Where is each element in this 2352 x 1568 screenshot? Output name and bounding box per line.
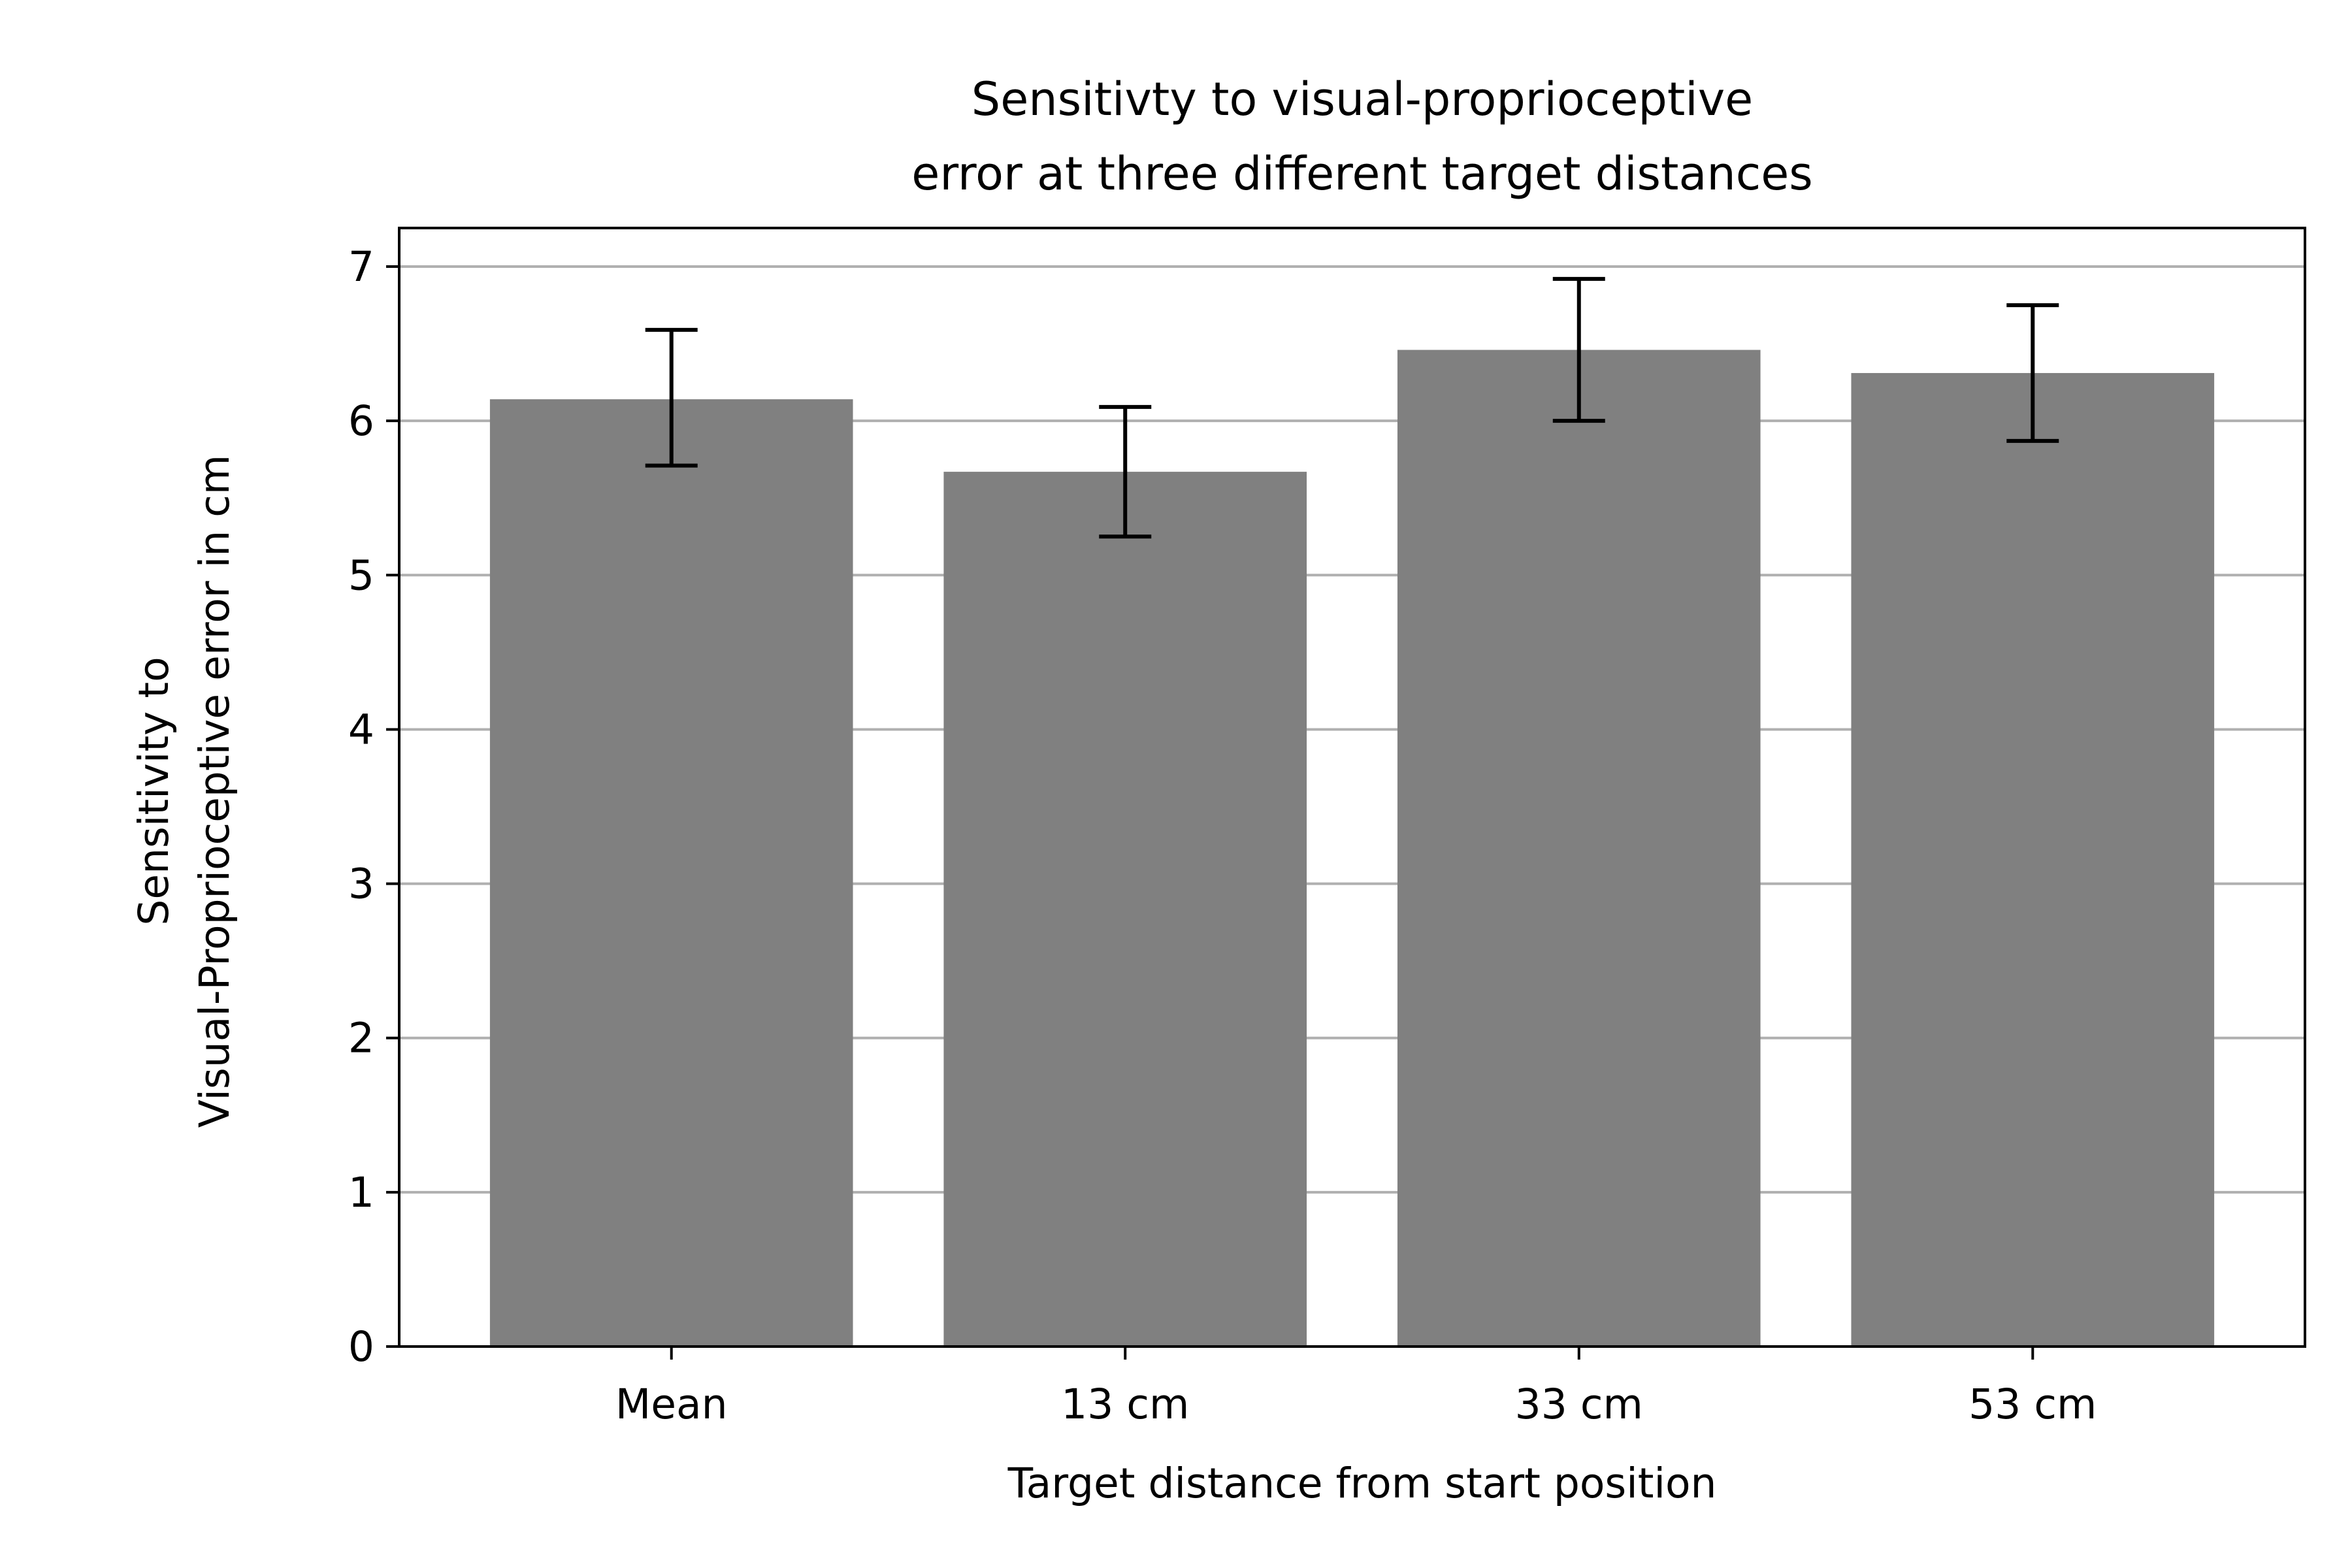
- x-axis-label: Target distance from start position: [1007, 1460, 1717, 1507]
- y-tick-label-3: 3: [348, 860, 374, 908]
- y-tick-label-7: 7: [348, 243, 374, 291]
- chart-title-line-2: error at three different target distance…: [911, 147, 1812, 201]
- x-tick-label-mean: Mean: [615, 1380, 728, 1428]
- x-tick-label-33-cm: 33 cm: [1515, 1380, 1643, 1428]
- error-bar-53-cm: [2006, 303, 2059, 443]
- y-tick-label-5: 5: [348, 551, 374, 599]
- bar-33-cm: [1397, 350, 1761, 1347]
- y-axis-label-line-1: Sensitivity to: [130, 657, 178, 925]
- bar-13-cm: [943, 472, 1307, 1347]
- error-bar-33-cm: [1552, 276, 1605, 423]
- y-axis-label-line-2: Visual-Proprioceptive error in cm: [191, 455, 238, 1128]
- y-tick-label-1: 1: [348, 1169, 374, 1217]
- error-bar-13-cm: [1099, 404, 1152, 539]
- x-tick-label-53-cm: 53 cm: [1968, 1380, 2097, 1428]
- chart-title-line-1: Sensitivty to visual-proprioceptive: [972, 73, 1753, 126]
- x-tick-label-13-cm: 13 cm: [1061, 1380, 1189, 1428]
- bar-mean: [489, 399, 853, 1347]
- y-tick-label-4: 4: [348, 706, 374, 753]
- y-tick-label-6: 6: [348, 397, 374, 445]
- error-bars: [645, 276, 2059, 539]
- y-axis-ticks: 0 1 2 3 4 5 6 7: [348, 243, 399, 1371]
- error-bar-mean: [645, 327, 698, 468]
- y-tick-label-2: 2: [348, 1015, 374, 1062]
- x-axis-ticks: Mean 13 cm 33 cm 53 cm: [615, 1347, 2097, 1428]
- plot-frame: [398, 227, 2306, 1348]
- y-tick-label-0: 0: [348, 1323, 374, 1371]
- bars: [489, 350, 2215, 1347]
- bar-53-cm: [1851, 372, 2215, 1347]
